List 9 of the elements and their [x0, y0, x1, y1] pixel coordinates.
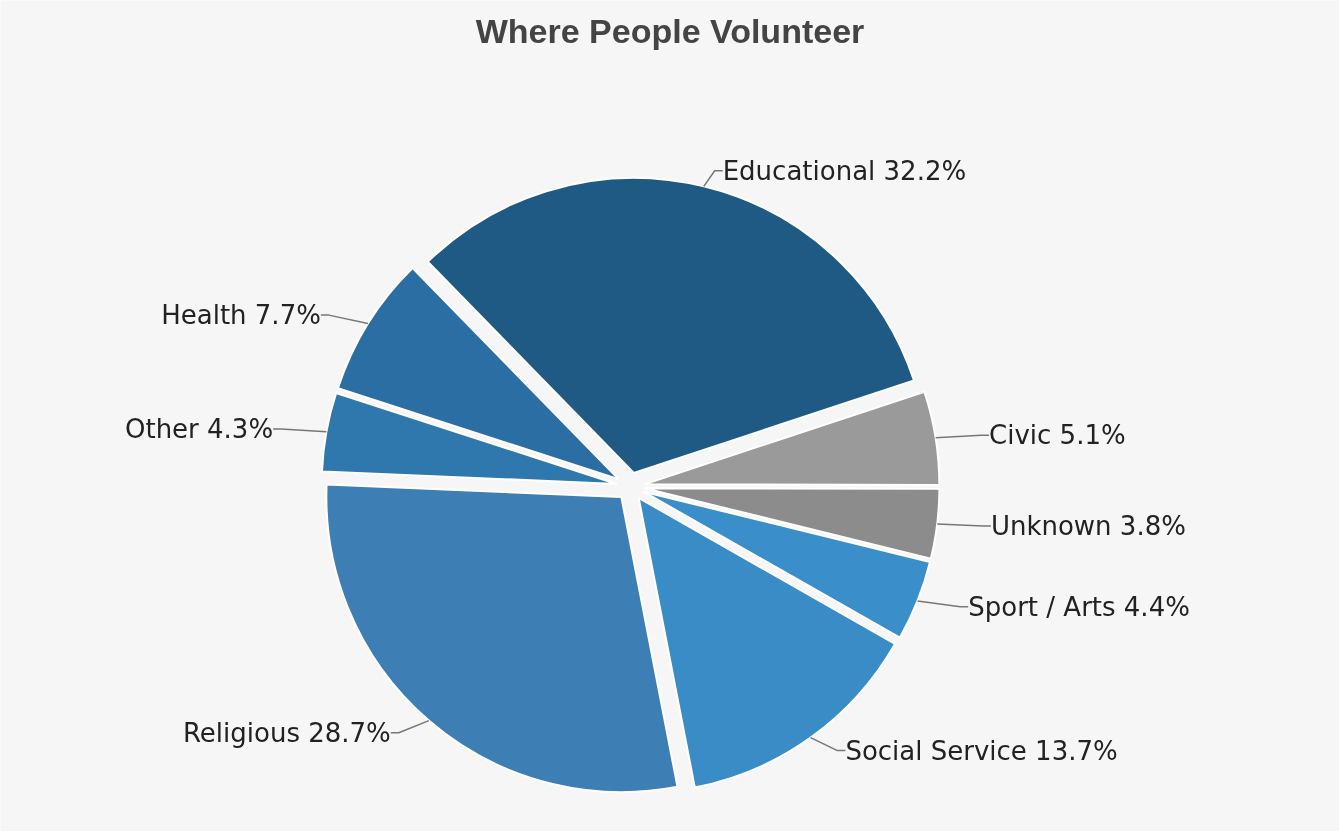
chart-title: Where People Volunteer [475, 11, 865, 50]
slice-label: Unknown 3.8% [990, 510, 1186, 541]
slice-label: Civic 5.1% [989, 420, 1126, 451]
slice-label: Educational 32.2% [722, 155, 967, 186]
slice-label: Religious 28.7% [182, 717, 391, 748]
slice-label: Social Service 13.7% [845, 735, 1118, 766]
slice-label: Other 4.3% [124, 413, 274, 444]
slice-label: Sport / Arts 4.4% [968, 591, 1190, 622]
slice-label: Health 7.7% [161, 300, 321, 331]
